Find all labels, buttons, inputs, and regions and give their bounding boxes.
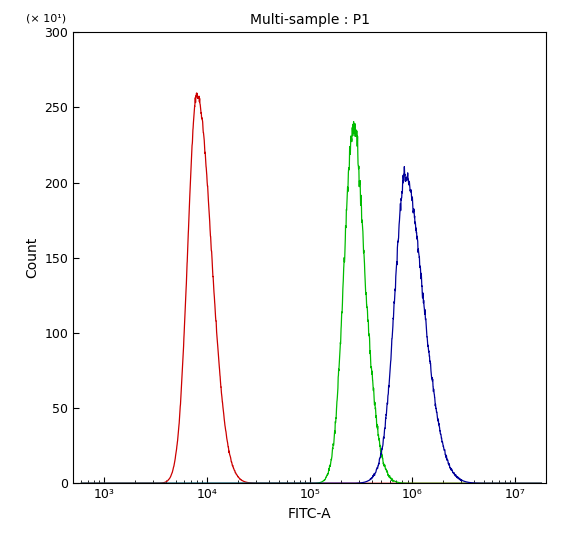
X-axis label: FITC-A: FITC-A [288, 507, 332, 521]
Y-axis label: Count: Count [25, 237, 39, 278]
Title: Multi-sample : P1: Multi-sample : P1 [249, 13, 370, 27]
Text: (× 10¹): (× 10¹) [26, 13, 66, 23]
